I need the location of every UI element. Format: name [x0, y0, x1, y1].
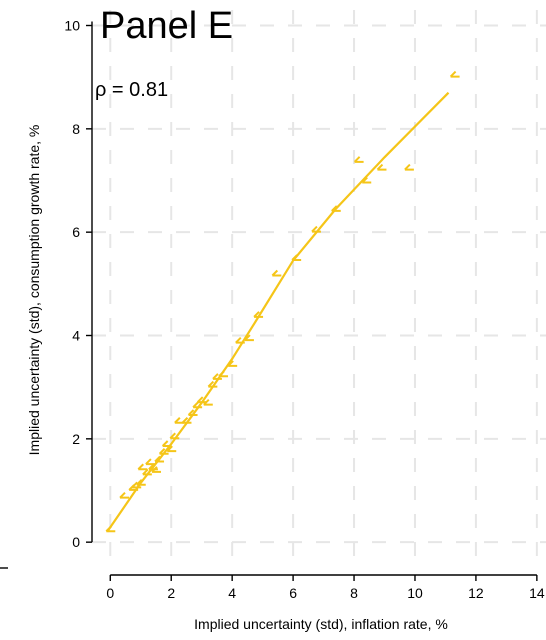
- data-point: [161, 440, 172, 447]
- data-point: [244, 334, 254, 342]
- x-tick-label: 0: [106, 585, 114, 601]
- data-point: [404, 163, 414, 171]
- data-point: [131, 481, 142, 489]
- data-point: [376, 163, 387, 171]
- data-point: [353, 156, 364, 163]
- data-point: [105, 525, 116, 533]
- data-point: [235, 336, 245, 344]
- data-point: [174, 417, 184, 424]
- y-tick-label: 10: [64, 18, 80, 34]
- x-tick-label: 6: [289, 585, 297, 601]
- data-point: [449, 70, 460, 78]
- data-point: [271, 269, 282, 277]
- data-point: [218, 370, 229, 378]
- data-point: [212, 373, 222, 380]
- data-point: [203, 398, 213, 406]
- y-ticks: 0 2 4 6 8 10: [64, 18, 92, 550]
- data-point: [227, 360, 238, 367]
- data-point: [361, 176, 372, 184]
- data-point: [253, 311, 264, 318]
- data-point: [158, 448, 169, 455]
- scatter-points: [105, 70, 460, 533]
- y-tick-label: 6: [72, 224, 80, 240]
- fit-line: [106, 91, 450, 533]
- data-point: [145, 458, 155, 466]
- x-tick-label: 12: [468, 585, 484, 601]
- data-point: [154, 455, 165, 463]
- y-tick-label: 8: [72, 121, 80, 137]
- x-tick-label: 10: [407, 585, 423, 601]
- data-point: [166, 445, 177, 453]
- y-axis-label: Implied uncertainty (std), consumption g…: [26, 125, 42, 456]
- y-tick-label: 4: [72, 328, 80, 344]
- y-tick-label: 0: [72, 534, 80, 550]
- data-point: [291, 254, 302, 261]
- data-point: [151, 466, 161, 473]
- data-point: [119, 491, 129, 499]
- data-point: [311, 225, 321, 233]
- y-tick-label: 2: [72, 431, 80, 447]
- x-axis-label: Implied uncertainty (std), inflation rat…: [194, 616, 448, 632]
- x-tick-label: 8: [350, 585, 358, 601]
- data-point: [181, 417, 192, 424]
- data-point: [136, 479, 146, 486]
- data-point: [207, 380, 218, 388]
- axes: [91, 21, 537, 576]
- x-tick-label: 2: [167, 585, 175, 601]
- data-point: [169, 432, 180, 440]
- x-tick-label: 4: [228, 585, 236, 601]
- grid: [92, 10, 546, 568]
- x-ticks: 0 2 4 6 8 10 12 14: [106, 575, 545, 601]
- data-point: [137, 463, 148, 471]
- data-point: [187, 409, 198, 416]
- panel-title: Panel E: [100, 5, 233, 47]
- data-point: [192, 401, 203, 409]
- correlation-annotation: ρ = 0.81: [95, 79, 168, 101]
- data-point: [142, 468, 152, 476]
- data-point: [331, 205, 341, 212]
- x-tick-label: 14: [529, 585, 545, 601]
